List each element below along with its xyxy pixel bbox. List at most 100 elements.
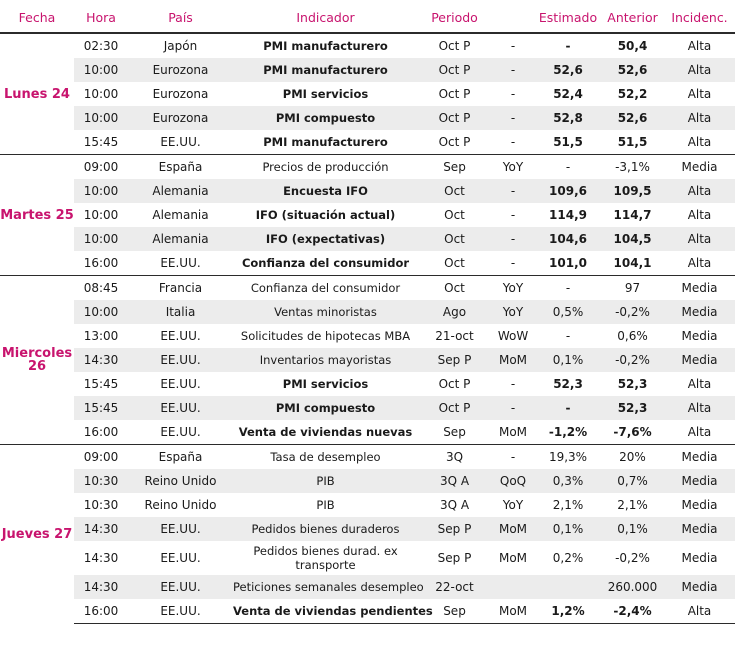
- indicator-cell: PMI compuesto: [233, 106, 418, 130]
- estimate-cell: 0,2%: [552, 550, 584, 565]
- previous-cell: 52,2: [617, 86, 648, 101]
- impact-cell: Alta: [664, 227, 735, 251]
- previous-cell: 2,1%: [617, 497, 648, 512]
- unit-cell: YoY: [502, 497, 524, 512]
- impact-cell: Alta: [664, 32, 735, 58]
- unit-cell: -: [510, 134, 516, 149]
- country-cell: España: [128, 154, 233, 179]
- estimate-cell: 101,0: [549, 255, 587, 270]
- impact-cell: Media: [664, 517, 735, 541]
- indicator-cell: Ventas minoristas: [233, 300, 418, 324]
- table-row: 15:45 EE.UU. PMI servicios Oct P - 52,3 52,3 Al…: [0, 372, 735, 396]
- country-cell: Eurozona: [128, 58, 233, 82]
- country-cell: EE.UU.: [160, 550, 201, 565]
- impact-cell: Media: [664, 348, 735, 372]
- indicator-cell: PMI manufacturero: [233, 32, 418, 58]
- table-row: 10:30 Reino Unido PIB 3Q A QoQ 0,3% 0,7% Media: [0, 469, 735, 493]
- estimate-cell: 52,4: [553, 86, 583, 101]
- hour-cell: 10:00: [74, 227, 128, 251]
- hour-cell: 14:30: [74, 348, 128, 372]
- country-cell: Eurozona: [152, 86, 209, 101]
- unit-cell: -: [491, 32, 535, 58]
- unit-cell: -: [510, 207, 516, 222]
- indicator-cell: Precios de producción: [233, 154, 418, 179]
- hour-cell: 09:00: [74, 154, 128, 179]
- previous-cell: 52,3: [601, 396, 664, 420]
- hour-cell: 15:45: [83, 376, 119, 391]
- indicator-cell: IFO (expectativas): [233, 227, 418, 251]
- period-cell: Oct P: [418, 106, 491, 130]
- hour-cell: 10:00: [74, 58, 128, 82]
- hour-cell: 10:00: [83, 207, 119, 222]
- previous-cell: 0,7%: [601, 469, 664, 493]
- period-cell: Oct: [418, 179, 491, 203]
- col-header-unidad: [491, 2, 535, 34]
- estimate-cell: -: [565, 328, 571, 343]
- impact-cell: Media: [664, 275, 735, 300]
- hour-cell: 10:00: [83, 86, 119, 101]
- table-row: 10:00 Alemania Encuesta IFO Oct -109,6 109,5 A…: [0, 179, 735, 203]
- country-cell: EE.UU.: [128, 348, 233, 372]
- col-header-estimado: Estimado: [535, 2, 601, 34]
- period-cell: Oct: [418, 227, 491, 251]
- period-cell: Oct: [444, 255, 465, 270]
- unit-cell: -: [491, 179, 535, 203]
- hour-cell: 14:30: [74, 575, 128, 599]
- impact-cell: Media: [664, 444, 735, 469]
- table-row: 10:00 Italia Ventas minoristas Ago YoY 0,5% -0…: [0, 300, 735, 324]
- impact-cell: Alta: [687, 255, 712, 270]
- previous-cell: 50,4: [601, 32, 664, 58]
- previous-cell: 97: [601, 275, 664, 300]
- col-header-indicador: Indicador: [233, 2, 418, 34]
- hour-cell: 08:45: [74, 275, 128, 300]
- country-cell: EE.UU.: [160, 328, 201, 343]
- estimate-cell: 0,1%: [535, 348, 601, 372]
- indicator-cell: Pedidos bienes duraderos: [233, 517, 418, 541]
- day-label: Jueves 27: [0, 444, 74, 624]
- unit-cell: MoM: [498, 424, 528, 439]
- unit-cell: -: [510, 86, 516, 101]
- hour-cell: 14:30: [74, 517, 128, 541]
- impact-cell: Media: [664, 575, 735, 599]
- unit-cell: -: [491, 58, 535, 82]
- indicator-cell: PMI servicios: [282, 86, 369, 101]
- table-row: 16:00 EE.UU. Confianza del consumidor Oct - 1…: [0, 251, 735, 276]
- period-cell: Oct P: [438, 86, 471, 101]
- country-cell: Reino Unido: [128, 469, 233, 493]
- estimate-cell: 109,6: [535, 179, 601, 203]
- period-cell: 3Q A: [439, 497, 470, 512]
- table-row: Miercoles 26 08:45 Francia Confianza del co…: [0, 275, 735, 445]
- table-row: 14:30 EE.UU. Peticiones semanales desemple…: [0, 575, 735, 599]
- previous-cell: 104,5: [601, 227, 664, 251]
- previous-cell: 104,1: [613, 255, 652, 270]
- country-cell: EE.UU.: [160, 134, 201, 149]
- indicator-cell: Tasa de desempleo: [233, 444, 418, 469]
- period-cell: Sep: [443, 424, 466, 439]
- col-header-anterior: Anterior: [601, 2, 664, 34]
- country-cell: EE.UU.: [128, 599, 233, 624]
- previous-cell: -0,2%: [615, 550, 650, 565]
- economic-calendar-table: Fecha Hora País Indicador Periodo Estima…: [0, 2, 735, 624]
- country-cell: EE.UU.: [160, 424, 201, 439]
- previous-cell: 114,7: [613, 207, 652, 222]
- col-header-pais: País: [128, 2, 233, 34]
- unit-cell: QoQ: [491, 469, 535, 493]
- unit-cell: WoW: [497, 328, 529, 343]
- impact-cell: Alta: [664, 58, 735, 82]
- period-cell: Oct P: [418, 58, 491, 82]
- period-cell: 21-oct: [435, 328, 474, 343]
- table-row: 10:00 Alemania IFO (expectativas) Oct -104,6…: [0, 227, 735, 251]
- unit-cell: -: [510, 255, 516, 270]
- previous-cell: 51,5: [617, 134, 648, 149]
- estimate-cell: 51,5: [553, 134, 583, 149]
- impact-cell: Alta: [687, 134, 712, 149]
- country-cell: Reino Unido: [144, 497, 217, 512]
- period-cell: Sep P: [437, 550, 472, 565]
- unit-cell: MoM: [498, 550, 528, 565]
- country-cell: Alemania: [128, 179, 233, 203]
- hour-cell: 16:00: [83, 424, 119, 439]
- hour-cell: 15:45: [83, 134, 119, 149]
- day-label: Miercoles 26: [0, 275, 74, 445]
- hour-cell: 16:00: [74, 599, 128, 624]
- estimate-cell: [535, 575, 601, 599]
